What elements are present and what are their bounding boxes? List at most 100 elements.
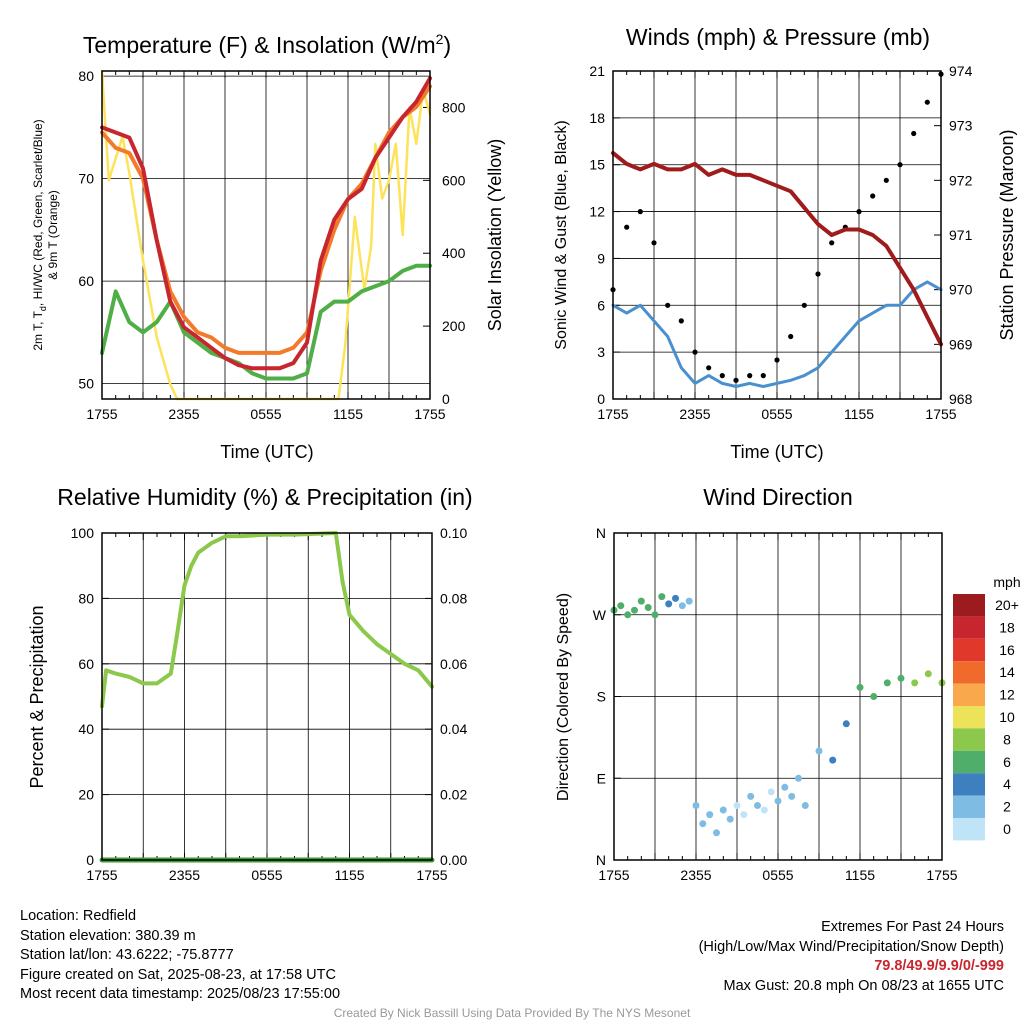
winds-xlabel: Time (UTC) <box>730 442 823 462</box>
precip-tick-label: 0.02 <box>440 787 467 803</box>
direction-point <box>795 774 802 782</box>
legend-swatch <box>953 750 985 774</box>
gust-point <box>637 209 643 215</box>
x-tick-label: 2355 <box>168 406 199 422</box>
precip-tick-label: 0.08 <box>440 590 467 606</box>
extremes-legend: (High/Low/Max Wind/Precipitation/Snow De… <box>698 938 1004 955</box>
direction-point <box>631 606 638 614</box>
gust-point <box>870 193 876 199</box>
x-tick-label: 1155 <box>844 406 874 422</box>
legend-swatch <box>953 661 985 684</box>
precip-tick-label: 0.10 <box>440 525 467 541</box>
direction-point <box>740 811 748 819</box>
direction-point <box>856 683 864 691</box>
extremes-info: Extremes For Past 24 Hours (High/Low/Max… <box>699 918 1004 996</box>
direction-point <box>767 788 775 796</box>
humidity-tick-label: 60 <box>78 656 94 672</box>
direction-point <box>870 693 878 700</box>
precip-tick-label: 0.00 <box>440 852 467 868</box>
legend-label: 0 <box>1003 821 1011 837</box>
temperature-panel: Temperature (F) & Insolation (W/m2) 1755… <box>31 31 505 462</box>
pressure-tick-label: 972 <box>949 172 973 188</box>
humidity-tick-label: 40 <box>78 721 94 737</box>
wind-tick-label: 12 <box>589 204 605 220</box>
legend-swatch <box>953 728 985 751</box>
direction-point <box>883 679 891 687</box>
temperature-tick-label: 50 <box>78 376 94 392</box>
direction-point <box>754 802 761 809</box>
recent-timestamp: Most recent data timestamp: 2025/08/23 1… <box>20 986 341 1002</box>
direction-point <box>788 792 796 800</box>
temperature-tick-label: 70 <box>78 171 94 187</box>
direction-point <box>699 820 707 828</box>
direction-point <box>781 783 789 791</box>
humidity-line <box>100 531 434 709</box>
x-tick-label: 1755 <box>86 867 117 883</box>
direction-panel: Wind Direction 1755 2355 0555 1155 1755NESWN… <box>555 484 1021 883</box>
precip-tick-label: 0.06 <box>440 656 467 672</box>
x-tick-label: 0555 <box>761 406 792 422</box>
insolation-tick-label: 200 <box>442 318 466 334</box>
direction-point <box>801 802 809 809</box>
x-tick-label: 0555 <box>251 867 282 883</box>
pressure-tick-label: 974 <box>949 63 973 79</box>
x-tick-label: 1755 <box>416 867 447 883</box>
insolation-tick-label: 800 <box>442 99 466 115</box>
gust-point <box>692 349 698 355</box>
direction-point <box>644 604 652 611</box>
legend-swatch <box>953 706 985 729</box>
temperature-xlabel: Time (UTC) <box>220 442 313 462</box>
gust-point <box>774 357 780 363</box>
insolation-tick-label: 600 <box>442 172 466 188</box>
gust-point <box>856 209 862 215</box>
legend-swatch <box>953 818 985 841</box>
legend-label: 2 <box>1003 799 1011 815</box>
figure-created: Figure created on Sat, 2025-08-23, at 17… <box>20 966 336 983</box>
x-tick-label: 1155 <box>845 867 875 883</box>
legend-label: 20+ <box>995 597 1019 613</box>
gust-point <box>897 162 903 168</box>
station-latlon: Station lat/lon: 43.6222; -75.8777 <box>20 947 234 963</box>
x-tick-label: 1755 <box>597 406 628 422</box>
humidity-tick-label: 80 <box>78 590 94 606</box>
direction-tick-label: N <box>596 852 606 868</box>
extremes-values: 79.8/49.9/9.9/0/-999 <box>874 958 1004 974</box>
x-tick-label: 1755 <box>598 867 629 883</box>
direction-point <box>706 811 714 819</box>
direction-point <box>672 594 679 602</box>
dewpoint-line <box>100 263 432 381</box>
direction-point <box>678 602 686 610</box>
wind-tick-label: 3 <box>597 344 605 360</box>
direction-point <box>719 806 727 814</box>
x-tick-label: 1155 <box>333 406 363 422</box>
max-gust: Max Gust: 20.8 mph On 08/23 at 1655 UTC <box>723 977 1004 994</box>
legend-label: 4 <box>1003 776 1011 792</box>
wind-tick-label: 15 <box>589 157 605 173</box>
gust-point <box>815 271 821 277</box>
direction-panel-title: Wind Direction <box>703 484 853 510</box>
legend-label: 18 <box>999 619 1015 635</box>
gust-point <box>883 177 889 183</box>
credit-line: Created By Nick Bassill Using Data Provi… <box>333 1006 691 1020</box>
direction-ylabel: Direction (Colored By Speed) <box>555 593 572 801</box>
extremes-title: Extremes For Past 24 Hours <box>821 919 1004 935</box>
direction-tick-label: E <box>597 770 606 786</box>
humidity-panel-title: Relative Humidity (%) & Precipitation (i… <box>57 484 472 510</box>
winds-panel: Winds (mph) & Pressure (mb) 1755 2355 0555… <box>553 24 1017 462</box>
gust-point <box>801 302 807 308</box>
x-tick-label: 1755 <box>925 406 956 422</box>
pressure-line <box>611 151 943 347</box>
direction-tick-label: S <box>597 689 606 705</box>
direction-point <box>897 674 905 682</box>
gust-point <box>706 365 712 371</box>
direction-point <box>685 597 693 605</box>
station-elevation: Station elevation: 380.39 m <box>20 927 196 944</box>
sonic-wind-line <box>611 280 943 388</box>
temperature-plot-frame <box>101 70 431 400</box>
gust-point <box>624 224 630 230</box>
winds-ylabel: Sonic Wind & Gust (Blue, Black) <box>553 120 570 349</box>
direction-point <box>815 747 823 755</box>
direction-point <box>726 815 734 823</box>
direction-point <box>624 611 632 619</box>
